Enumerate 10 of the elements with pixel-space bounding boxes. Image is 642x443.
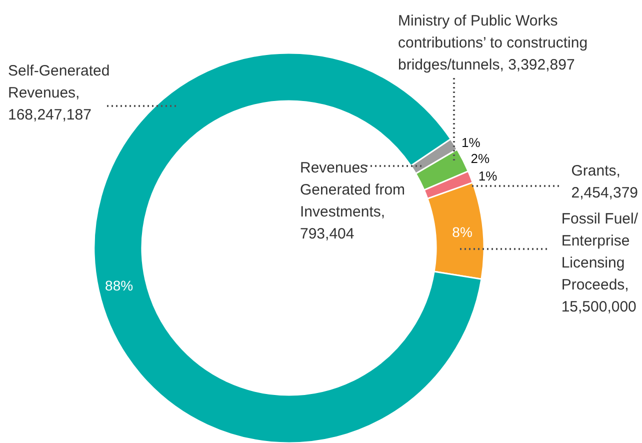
slice-label: Revenues Generated from Investments, 793,404 [300,160,406,242]
data-label: 8% [452,224,472,240]
slice-label: Fossil Fuel/ Enterprise Licensing Proceeds, 15,500,000 [561,210,639,316]
data-label: 2% [470,151,490,166]
data-label: 1% [462,134,481,150]
slice-label: Ministry of Public Works contributions’ to constructing bridges/tunnels, 3,392,897 [398,12,588,74]
slice-label: Self-Generated Revenues, 168,247,187 [8,62,110,124]
data-label: 88% [105,277,134,294]
data-label: 1% [478,168,498,184]
slice-label: Grants, 2,454,379 [571,162,638,202]
